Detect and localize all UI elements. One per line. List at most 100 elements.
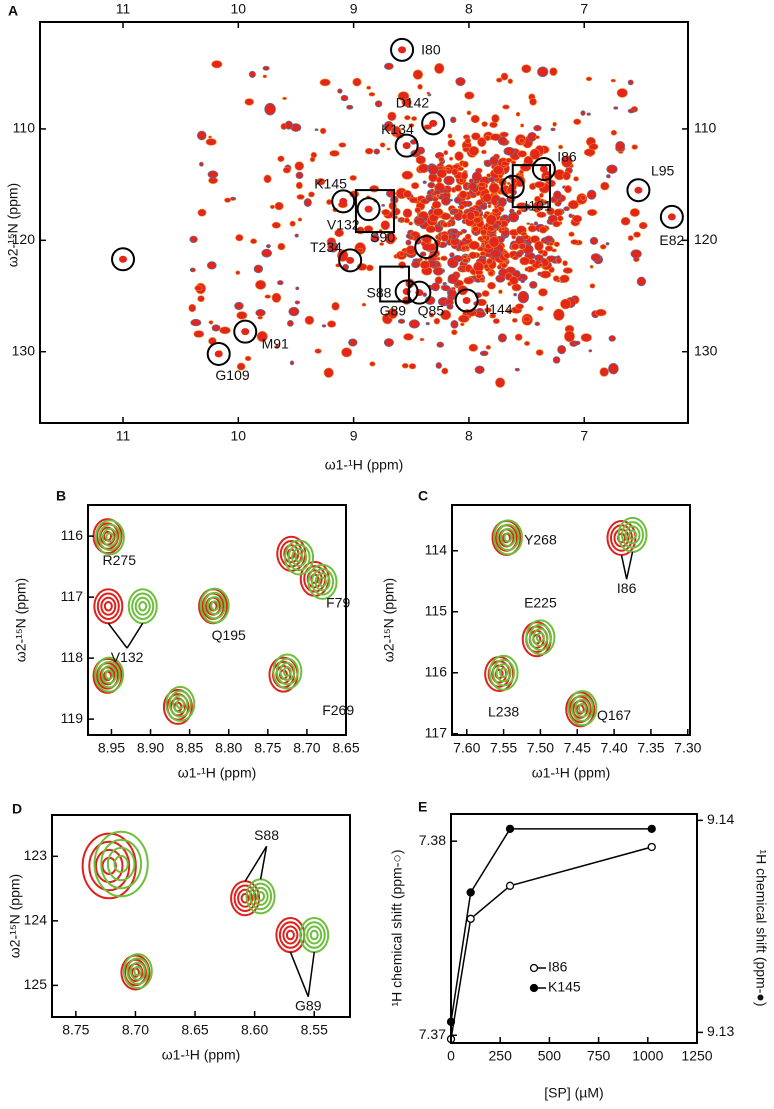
contour-blob (235, 234, 244, 242)
contour-blob (572, 214, 583, 223)
contour-blob (224, 197, 232, 203)
contour-ring (138, 601, 148, 612)
contour-blob (520, 231, 528, 236)
contour-ring (131, 592, 155, 621)
contour-blob (513, 292, 517, 297)
contour-blob (425, 322, 430, 326)
contour-blob (417, 83, 423, 90)
contour-blob (208, 135, 212, 139)
contour-blob (468, 251, 478, 260)
contour-blob (627, 108, 635, 114)
contour-ring (96, 662, 120, 690)
contour-blob (498, 289, 503, 294)
contour-blob (248, 70, 256, 78)
contour-blob (296, 194, 305, 200)
contour-blob (505, 157, 513, 163)
contour-blob (189, 267, 196, 273)
contour-blob (464, 91, 475, 100)
plot-area (81, 830, 330, 991)
peak (241, 328, 250, 336)
contour-blob (491, 208, 500, 214)
contour-blob (451, 329, 458, 336)
contour-blob (433, 317, 441, 325)
contour-blob (446, 303, 454, 310)
y2-axis-label: ¹H chemical shift (ppm-●) (753, 849, 769, 1006)
peak-label: E82 (659, 232, 684, 248)
contour-blob (533, 221, 539, 226)
contour-blob (487, 281, 496, 290)
contour-blob (314, 128, 319, 132)
contour-blob (499, 131, 509, 138)
contour-ring (284, 539, 315, 576)
peak (199, 587, 230, 624)
contour-blob (573, 118, 582, 125)
contour-blob (553, 241, 560, 247)
peak-label: T234 (310, 239, 342, 255)
contour-blob (627, 235, 634, 241)
contour-blob (580, 194, 587, 201)
contour-blob (441, 196, 451, 206)
contour-ring (500, 527, 516, 547)
contour-blob (380, 220, 390, 231)
y-tick-label: 115 (425, 602, 448, 618)
contour-blob (538, 263, 544, 267)
peak-label: I86 (557, 149, 577, 165)
contour-blob (383, 121, 394, 132)
contour-blob (559, 274, 570, 283)
contour-blob (422, 180, 427, 184)
plot-area (92, 518, 338, 725)
contour-blob (529, 280, 538, 289)
contour-blob (458, 266, 465, 271)
y-axis-label: ω2-¹⁵N (ppm) (381, 578, 397, 662)
x-tick-label: 9 (350, 1, 358, 17)
x-tick-label: 7.50 (527, 740, 554, 756)
contour-blob (408, 319, 420, 329)
contour-ring (535, 632, 545, 643)
series-line (450, 846, 652, 1040)
contour-blob (262, 74, 267, 79)
x-tick-label: 8.80 (215, 740, 242, 756)
contour-ring (577, 702, 587, 714)
contour-blob (205, 138, 217, 146)
contour-ring (126, 957, 150, 985)
contour-ring (81, 832, 137, 900)
contour-ring (309, 929, 319, 941)
contour-blob (414, 206, 421, 214)
contour-blob (189, 235, 198, 244)
contour-blob (194, 285, 203, 292)
y-tick-label: 120 (694, 231, 718, 247)
contour-blob (460, 322, 465, 327)
contour-blob (474, 365, 485, 374)
contour-ring (240, 893, 250, 904)
contour-blob (450, 320, 459, 329)
contour-blob (464, 233, 472, 240)
contour-blob (495, 377, 506, 388)
contour-blob (542, 200, 548, 205)
contour-blob (447, 133, 453, 139)
peak (122, 953, 153, 990)
x-tick-label: 8.90 (137, 740, 164, 756)
peak (214, 350, 223, 358)
contour-blob (255, 309, 266, 317)
contour-blob (294, 233, 299, 238)
contour-blob (461, 160, 469, 168)
contour-blob (482, 192, 492, 203)
contour-blob (520, 278, 526, 284)
contour-ring (525, 619, 556, 656)
contour-ring (306, 569, 323, 589)
series-marker (505, 824, 515, 833)
contour-blob (474, 269, 484, 276)
contour-blob (206, 261, 217, 270)
peak (94, 656, 125, 693)
contour-blob (503, 146, 515, 156)
peak (346, 256, 355, 264)
x-tick-label: 0 (447, 1048, 455, 1064)
contour-blob (500, 72, 509, 81)
contour-ring (101, 527, 118, 547)
label-connector (625, 551, 634, 580)
contour-blob (608, 335, 616, 342)
contour-blob (600, 181, 610, 191)
contour-blob (414, 217, 426, 226)
contour-ring (306, 925, 323, 945)
contour-blob (562, 260, 568, 267)
